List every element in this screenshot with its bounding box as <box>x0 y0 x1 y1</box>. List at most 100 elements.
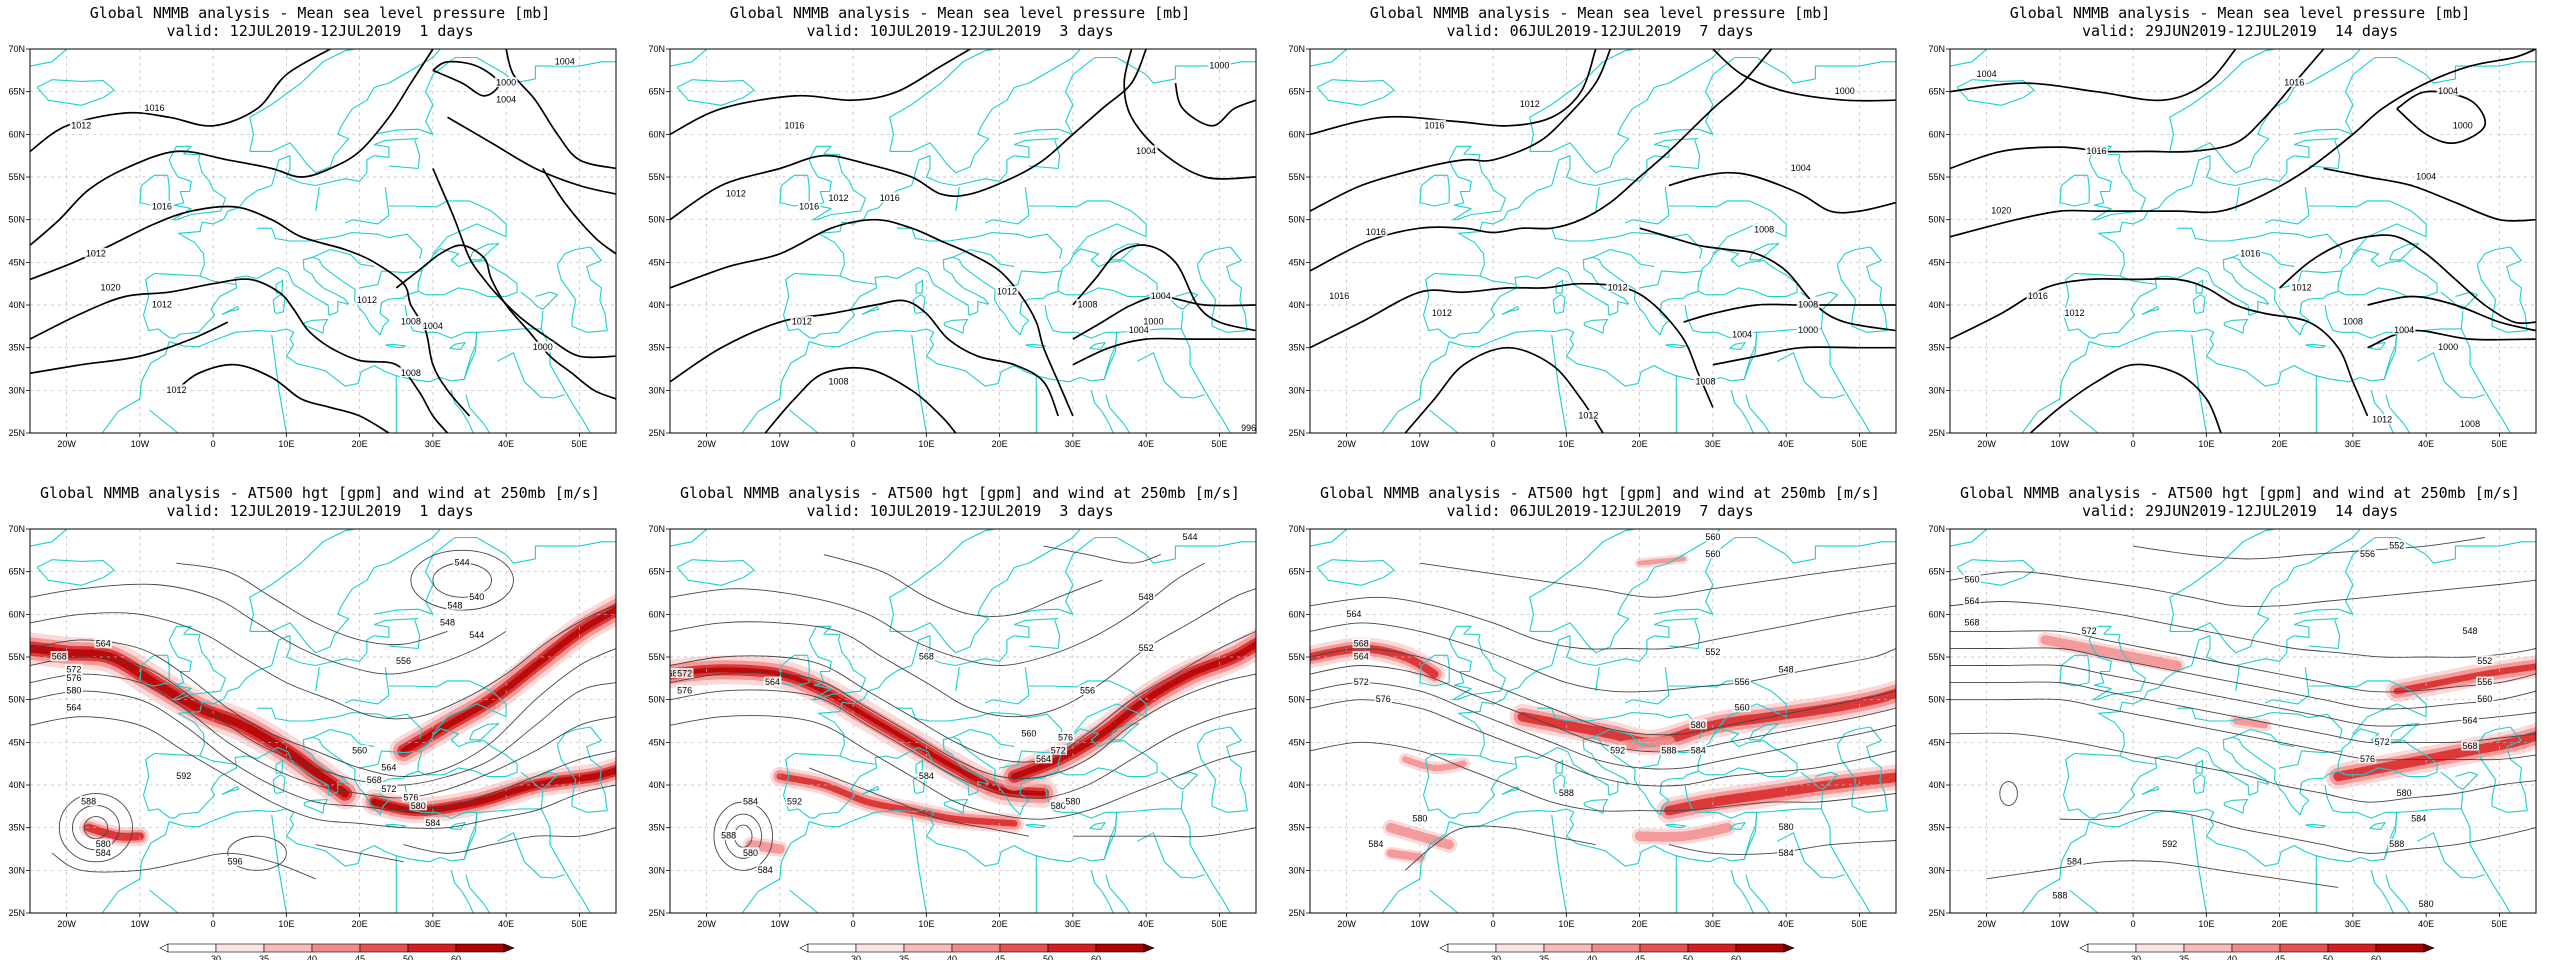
contour-label: 560 <box>1735 703 1750 713</box>
contour-label: 580 <box>1412 814 1427 824</box>
contour-label: 552 <box>2477 656 2492 666</box>
contour-label: 1016 <box>2086 146 2106 156</box>
contour-label: 1016 <box>785 120 805 130</box>
lat-tick-label: 60N <box>1928 609 1945 619</box>
lat-tick-label: 55N <box>648 652 665 662</box>
colorbar-tick-label: 30 <box>1491 954 1501 960</box>
contour-label: 1004 <box>1136 146 1156 156</box>
isobar <box>764 366 957 433</box>
lat-tick-label: 35N <box>1928 343 1945 353</box>
wind-band <box>2333 731 2536 782</box>
contour-label: 560 <box>1705 532 1720 542</box>
isobar <box>447 116 616 195</box>
lon-tick-label: 40E <box>1138 439 1154 449</box>
height-contour <box>1999 781 2018 806</box>
height-contour <box>410 549 514 611</box>
height-contour <box>30 673 616 799</box>
height-contour <box>670 715 1256 820</box>
height-contour <box>1986 860 2339 888</box>
height-contour <box>1310 622 1896 693</box>
colorbar-swatch <box>311 943 361 953</box>
colorbar-tick-label: 40 <box>307 954 317 960</box>
height-contour <box>51 852 316 880</box>
wind-band <box>745 839 785 854</box>
contour-label: 1004 <box>1151 291 1171 301</box>
lon-tick-label: 10E <box>2198 919 2214 929</box>
graticule <box>670 49 1256 433</box>
map-frame <box>1309 528 1897 914</box>
lat-tick-label: 30N <box>8 865 25 875</box>
isobar <box>1950 49 2237 102</box>
lon-tick-label: 10W <box>2051 439 2070 449</box>
lat-tick-label: 55N <box>8 172 25 182</box>
contour-label: 1016 <box>145 103 165 113</box>
lat-tick-label: 45N <box>8 257 25 267</box>
contour-label: 1016 <box>1329 291 1349 301</box>
lat-tick-label: 50N <box>8 695 25 705</box>
contour-label: 580 <box>66 686 81 696</box>
lat-tick-label: 65N <box>8 567 25 577</box>
height-contour <box>670 672 1256 780</box>
height-contour <box>2059 810 2536 854</box>
lat-tick-label: 35N <box>8 343 25 353</box>
lon-tick-label: 40E <box>1778 919 1794 929</box>
height-contour <box>1950 664 2536 727</box>
contour-label: 1000 <box>1835 86 1855 96</box>
colorbar-swatch <box>263 943 313 953</box>
colorbar-tick-label: 35 <box>259 954 269 960</box>
lat-tick-label: 65N <box>8 87 25 97</box>
graticule <box>1310 529 1896 913</box>
contour-label: 552 <box>1705 647 1720 657</box>
lon-tick-label: 10W <box>131 439 150 449</box>
lat-tick-label: 40N <box>648 780 665 790</box>
contour-label: 568 <box>919 652 934 662</box>
contour-label: 1004 <box>555 56 575 66</box>
contour-label: 1012 <box>2065 308 2085 318</box>
axis-ticks: 70N 65N 60N 55N 50N 45N 40N 35N 30N 25N 20W 10W 0 10E… <box>1288 44 1867 449</box>
contour-label: 1008 <box>828 376 848 386</box>
lon-tick-label: 30E <box>2345 919 2361 929</box>
panel-subtitle: valid: 10JUL2019-12JUL2019 3 days <box>806 502 1114 520</box>
contour-label: 592 <box>176 771 191 781</box>
panel-title: Global NMMB analysis - AT500 hgt [gpm] a… <box>1320 484 1880 502</box>
lat-tick-label: 70N <box>1288 524 1305 534</box>
graticule <box>30 529 616 913</box>
height-contour <box>30 716 616 829</box>
colorbar-swatch <box>807 943 857 953</box>
lon-tick-label: 20W <box>1337 439 1356 449</box>
contour-label: 560 <box>352 745 367 755</box>
lon-tick-label: 20W <box>697 439 716 449</box>
lat-tick-label: 35N <box>1928 823 1945 833</box>
contour-label: 592 <box>787 797 802 807</box>
contour-label: 556 <box>1735 677 1750 687</box>
axis-ticks: 70N 65N 60N 55N 50N 45N 40N 35N 30N 25N 20W 10W 0 10E… <box>648 524 1227 929</box>
contour-label: 1004 <box>1129 325 1149 335</box>
colorbar-swatch <box>167 943 217 953</box>
isobar <box>30 321 229 375</box>
colorbar-swatch <box>1495 943 1545 953</box>
lon-tick-label: 0 <box>2131 439 2136 449</box>
colorbar-tick-label: 30 <box>2131 954 2141 960</box>
lat-tick-label: 55N <box>1288 172 1305 182</box>
lon-tick-label: 30E <box>425 439 441 449</box>
lon-tick-label: 20W <box>57 919 76 929</box>
contour-label: 564 <box>765 677 780 687</box>
colorbar-tick-label: 35 <box>899 954 909 960</box>
isobar <box>1310 49 1612 212</box>
colorbar-swatch <box>1591 943 1641 953</box>
contour-label: 996 <box>1241 423 1256 433</box>
contour-label: 568 <box>1964 617 1979 627</box>
isobars <box>1950 49 2536 433</box>
contour-label: 1012 <box>828 193 848 203</box>
contour-label: 568 <box>1354 639 1369 649</box>
lon-tick-label: 10E <box>1558 439 1574 449</box>
contour-label: 576 <box>403 792 418 802</box>
panel-title: Global NMMB analysis - Mean sea level pr… <box>729 4 1191 22</box>
lat-tick-label: 30N <box>1928 385 1945 395</box>
lat-tick-label: 70N <box>8 44 25 54</box>
height-contours <box>670 545 1256 871</box>
contour-label: 572 <box>1051 745 1066 755</box>
contour-label: 1004 <box>1791 163 1811 173</box>
colorbar-tick-label: 60 <box>2371 954 2381 960</box>
